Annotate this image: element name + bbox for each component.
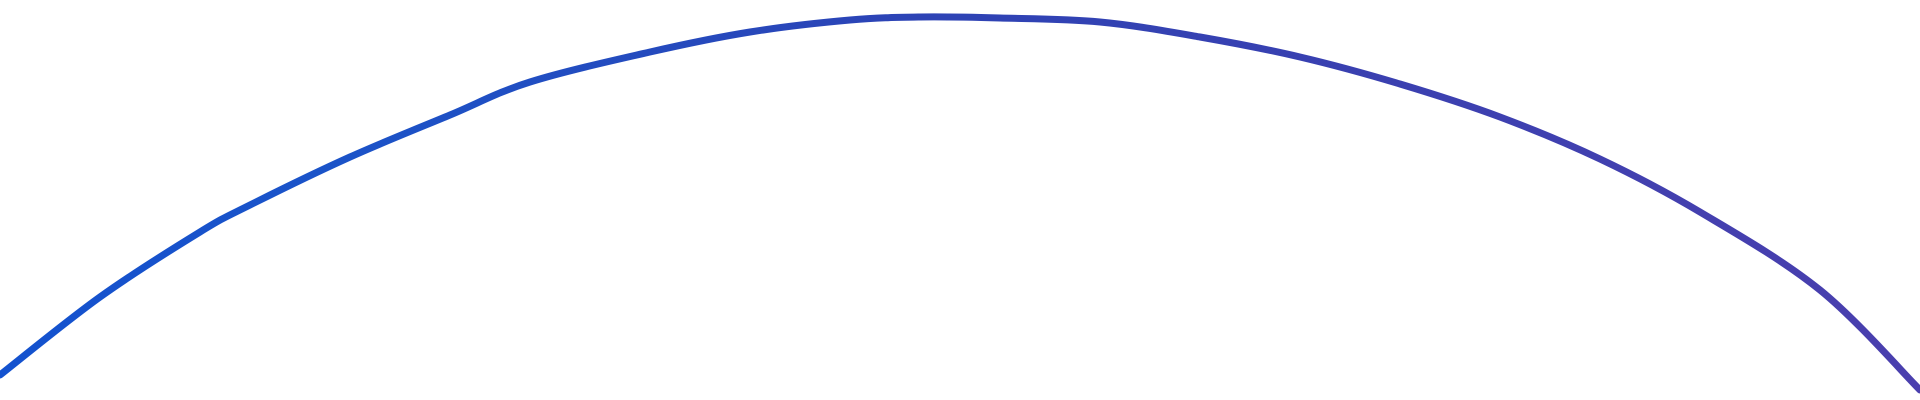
parabolic-arc-curve xyxy=(0,13,1920,394)
